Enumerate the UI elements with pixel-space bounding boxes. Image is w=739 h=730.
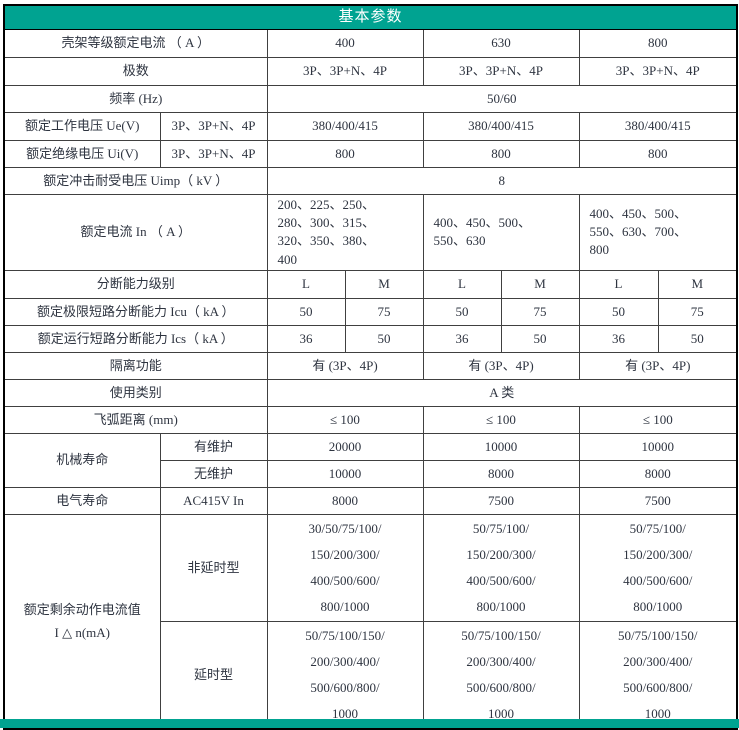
row-label-arc-distance: 飞弧距离 (mm) xyxy=(3,405,268,434)
sublabel-without-maintenance: 无维护 xyxy=(159,459,268,488)
cell-mech-maint-1: 20000 xyxy=(266,432,424,461)
cell-class-1: L xyxy=(266,269,346,299)
cell-mech-nomaint-2: 8000 xyxy=(422,459,580,488)
cell-frame-630: 630 xyxy=(422,29,580,58)
cell-icu-4: 75 xyxy=(500,297,580,326)
cell-mech-maint-2: 10000 xyxy=(422,432,580,461)
cell-icu-6: 75 xyxy=(657,297,738,326)
cell-ue-3: 380/400/415 xyxy=(578,112,738,141)
cell-ics-5: 36 xyxy=(578,324,659,353)
cell-icu-3: 50 xyxy=(422,297,502,326)
cell-poles-2: 3P、3P+N、4P xyxy=(422,57,580,86)
table-title: 基本参数 xyxy=(3,4,738,30)
cell-mech-nomaint-1: 10000 xyxy=(266,459,424,488)
row-label-ue: 额定工作电压 Ue(V) xyxy=(3,112,161,141)
cell-elec-1: 8000 xyxy=(266,486,424,515)
cell-mech-maint-3: 10000 xyxy=(578,432,738,461)
row-label-ics: 额定运行短路分断能力 Ics（ kA ） xyxy=(3,324,268,353)
cell-category: A 类 xyxy=(266,378,738,407)
cell-icu-2: 75 xyxy=(344,297,424,326)
cell-class-2: M xyxy=(344,269,424,299)
cell-rated-current-2: 400、450、500、 550、630 xyxy=(422,194,580,271)
row-label-rated-current: 额定电流 In （ A ） xyxy=(3,194,268,271)
sublabel-ue-poles: 3P、3P+N、4P xyxy=(159,112,268,141)
cell-ue-2: 380/400/415 xyxy=(422,112,580,141)
cell-poles-1: 3P、3P+N、4P xyxy=(266,57,424,86)
cell-residual-nondelay-2: 50/75/100/ 150/200/300/ 400/500/600/ 800… xyxy=(422,513,580,622)
cell-isolation-2: 有 (3P、4P) xyxy=(422,351,580,380)
cell-class-6: M xyxy=(657,269,738,299)
cell-class-4: M xyxy=(500,269,580,299)
cell-arc-2: ≤ 100 xyxy=(422,405,580,434)
cell-frame-400: 400 xyxy=(266,29,424,58)
row-label-breaking-class: 分断能力级别 xyxy=(3,269,268,299)
sublabel-with-maintenance: 有维护 xyxy=(159,432,268,461)
sublabel-ui-poles: 3P、3P+N、4P xyxy=(159,140,268,168)
cell-class-5: L xyxy=(578,269,659,299)
cell-icu-1: 50 xyxy=(266,297,346,326)
cell-icu-5: 50 xyxy=(578,297,659,326)
cell-ics-4: 50 xyxy=(500,324,580,353)
row-label-frame-current: 壳架等级额定电流 （ A ） xyxy=(3,29,268,58)
cell-ui-3: 800 xyxy=(578,140,738,168)
row-label-ui: 额定绝缘电压 Ui(V) xyxy=(3,140,161,168)
cell-frequency: 50/60 xyxy=(266,85,738,113)
cell-mech-nomaint-3: 8000 xyxy=(578,459,738,488)
cell-residual-delay-1: 50/75/100/150/ 200/300/400/ 500/600/800/… xyxy=(266,620,424,730)
bottom-accent-bar xyxy=(0,719,739,728)
cell-ics-6: 50 xyxy=(657,324,738,353)
row-label-category: 使用类别 xyxy=(3,378,268,407)
cell-ue-1: 380/400/415 xyxy=(266,112,424,141)
cell-ics-2: 50 xyxy=(344,324,424,353)
cell-ics-1: 36 xyxy=(266,324,346,353)
cell-isolation-3: 有 (3P、4P) xyxy=(578,351,738,380)
cell-ics-3: 36 xyxy=(422,324,502,353)
cell-ui-1: 800 xyxy=(266,140,424,168)
row-label-icu: 额定极限短路分断能力 Icu（ kA ） xyxy=(3,297,268,326)
cell-frame-800: 800 xyxy=(578,29,738,58)
sublabel-non-delay: 非延时型 xyxy=(159,513,268,622)
row-label-mechanical-life: 机械寿命 xyxy=(3,432,161,488)
cell-ui-2: 800 xyxy=(422,140,580,168)
row-label-poles: 极数 xyxy=(3,57,268,86)
cell-elec-2: 7500 xyxy=(422,486,580,515)
cell-rated-current-3: 400、450、500、 550、630、700、 800 xyxy=(578,194,738,271)
row-label-uimp: 额定冲击耐受电压 Uimp（ kV ） xyxy=(3,167,268,195)
row-label-electrical-life: 电气寿命 xyxy=(3,486,161,515)
basic-parameters-table: 基本参数 壳架等级额定电流 （ A ） 400 630 800 极数 3P、3P… xyxy=(3,4,739,730)
cell-residual-nondelay-3: 50/75/100/ 150/200/300/ 400/500/600/ 800… xyxy=(578,513,738,622)
sublabel-delay: 延时型 xyxy=(159,620,268,730)
cell-residual-delay-2: 50/75/100/150/ 200/300/400/ 500/600/800/… xyxy=(422,620,580,730)
cell-uimp: 8 xyxy=(266,167,738,195)
cell-arc-1: ≤ 100 xyxy=(266,405,424,434)
cell-residual-nondelay-1: 30/50/75/100/ 150/200/300/ 400/500/600/ … xyxy=(266,513,424,622)
row-label-residual-current: 额定剩余动作电流值 I △ n(mA) xyxy=(3,513,161,730)
cell-class-3: L xyxy=(422,269,502,299)
cell-rated-current-1: 200、225、250、 280、300、315、 320、350、380、 4… xyxy=(266,194,424,271)
cell-arc-3: ≤ 100 xyxy=(578,405,738,434)
row-label-isolation: 隔离功能 xyxy=(3,351,268,380)
cell-isolation-1: 有 (3P、4P) xyxy=(266,351,424,380)
row-label-frequency: 频率 (Hz) xyxy=(3,85,268,113)
cell-residual-delay-3: 50/75/100/150/ 200/300/400/ 500/600/800/… xyxy=(578,620,738,730)
cell-poles-3: 3P、3P+N、4P xyxy=(578,57,738,86)
sublabel-ac415v: AC415V In xyxy=(159,486,268,515)
cell-elec-3: 7500 xyxy=(578,486,738,515)
